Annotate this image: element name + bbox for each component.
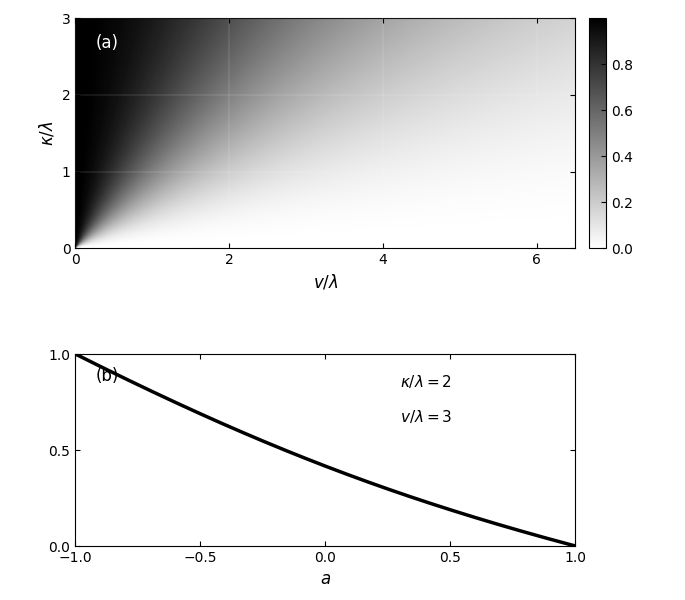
Text: $v/\lambda=3$: $v/\lambda=3$: [400, 408, 453, 425]
X-axis label: $a$: $a$: [320, 571, 331, 589]
Text: (b): (b): [95, 367, 119, 385]
X-axis label: $v/\lambda$: $v/\lambda$: [312, 273, 338, 292]
Y-axis label: $\kappa/\lambda$: $\kappa/\lambda$: [37, 121, 56, 146]
Text: (a): (a): [95, 34, 119, 52]
Text: $\kappa/\lambda=2$: $\kappa/\lambda=2$: [400, 373, 452, 390]
